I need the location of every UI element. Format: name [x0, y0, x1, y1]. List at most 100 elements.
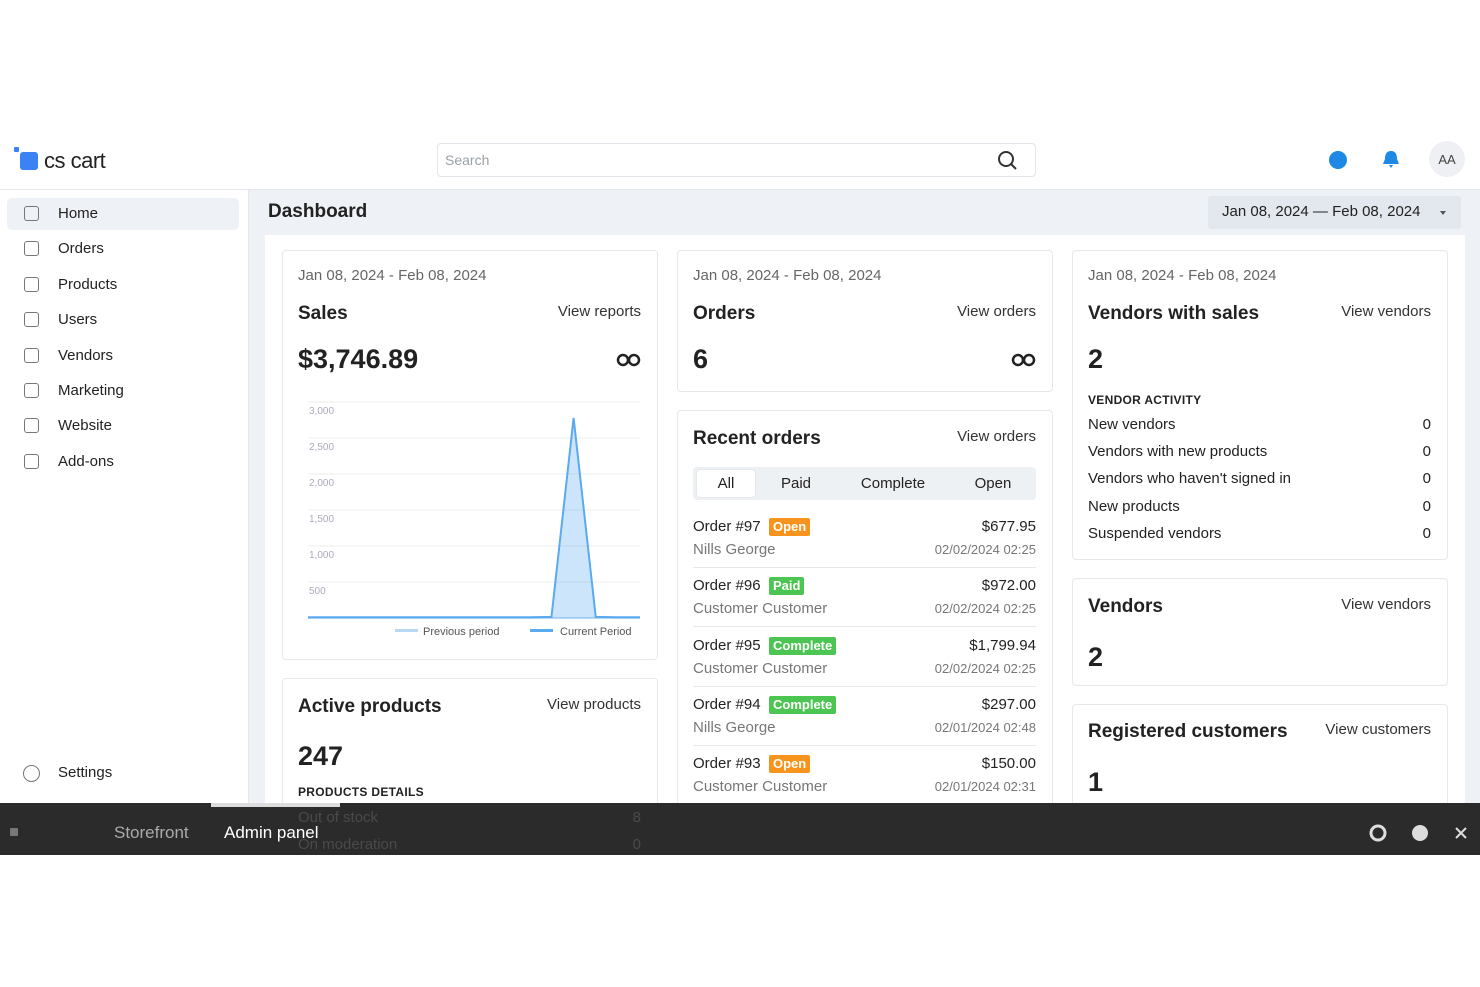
bell-icon: [1383, 151, 1399, 168]
order-separator: [693, 626, 1036, 628]
sidebar-icon: [24, 347, 39, 363]
sidebar-item[interactable]: Vendors: [58, 346, 114, 364]
sidebar-item[interactable]: Marketing: [58, 382, 124, 399]
card-link[interactable]: View customers: [1325, 721, 1431, 738]
date-caret: [1440, 211, 1446, 215]
sidebar-item[interactable]: Products: [58, 275, 118, 293]
y-tick-label: 1,500: [309, 514, 334, 525]
legend-label: Current Period: [560, 626, 632, 638]
detail-label: On moderation: [298, 836, 398, 853]
help-icon: [1412, 825, 1428, 841]
activity-label: New products: [1088, 497, 1180, 515]
logo: cs cart: [44, 148, 106, 173]
order-amount: $1,799.94: [969, 636, 1036, 654]
sidebar-item[interactable]: Home: [58, 205, 99, 222]
sidebar-item[interactable]: Website: [58, 417, 112, 435]
status-badge: Paid: [769, 577, 805, 596]
help-circle: [1329, 151, 1347, 169]
card-link[interactable]: View reports: [557, 303, 641, 320]
card-link[interactable]: View vendors: [1341, 596, 1431, 613]
order-customer: Nills George: [693, 541, 776, 558]
order-number[interactable]: Order #94: [693, 695, 761, 713]
activity-label: Vendors who haven't signed in: [1088, 470, 1292, 488]
tab[interactable]: All: [717, 475, 735, 492]
order-amount: $150.00: [981, 755, 1036, 773]
y-tick-label: 500: [309, 586, 326, 597]
search-handle: [1010, 163, 1017, 170]
infinity-icon: [616, 353, 641, 367]
search-icon: [998, 151, 1017, 170]
card-total: 2: [1088, 642, 1104, 672]
detail-value: 8: [632, 809, 641, 826]
sidebar-icon: [24, 418, 39, 434]
tab[interactable]: Open: [974, 475, 1012, 492]
status-badge: Open: [769, 755, 811, 774]
legend-swatch: [395, 629, 418, 632]
loop: [627, 353, 641, 367]
tab[interactable]: Complete: [860, 475, 926, 492]
avatar-text: AA: [1438, 152, 1456, 167]
sidebar-settings[interactable]: Settings: [58, 764, 113, 781]
card-link[interactable]: View products: [547, 696, 641, 713]
help-icon: [1329, 151, 1347, 169]
sidebar-item[interactable]: Add-ons: [58, 452, 114, 470]
detail-label: Out of stock: [298, 809, 379, 826]
search-placeholder: Search: [445, 152, 490, 168]
card-title: Active products: [298, 696, 442, 717]
activity-value: 0: [1422, 443, 1431, 461]
bell: [1383, 151, 1399, 168]
loop: [1022, 353, 1036, 367]
sidebar-icon: [24, 206, 39, 221]
bar-icon: [10, 828, 18, 836]
y-tick-label: 1,000: [309, 550, 334, 561]
infinity-icon: [1011, 353, 1036, 367]
card: [1072, 250, 1448, 560]
order-number[interactable]: Order #95: [693, 636, 761, 654]
loop: [1011, 353, 1025, 367]
card-total: 6: [693, 344, 709, 374]
order-separator: [693, 567, 1036, 568]
logo-dot: [14, 147, 19, 152]
logo-icon: [20, 152, 38, 170]
gear-icon: [1369, 824, 1387, 842]
card: [282, 250, 658, 660]
status-badge: Complete: [769, 695, 837, 714]
tab[interactable]: Paid: [780, 475, 812, 492]
card-link[interactable]: View orders: [957, 303, 1036, 320]
bottom-bar: [0, 803, 1480, 855]
date-button[interactable]: [1208, 196, 1461, 229]
storefront-tab[interactable]: Storefront: [114, 823, 189, 842]
card-period: Jan 08, 2024 - Feb 08, 2024: [298, 267, 487, 284]
legend-swatch: [530, 629, 553, 632]
date-range: Jan 08, 2024 — Feb 08, 2024: [1222, 203, 1421, 220]
close-icon: [1455, 827, 1467, 839]
sidebar-active: [7, 198, 239, 230]
y-tick-label: 3,000: [309, 406, 334, 417]
series-line: [308, 417, 640, 619]
card-title: Recent orders: [693, 428, 821, 449]
sidebar-icon: [24, 383, 39, 398]
order-number[interactable]: Order #96: [693, 577, 761, 595]
settings-icon: [23, 765, 40, 782]
avatar[interactable]: [1429, 141, 1465, 177]
activity-value: 0: [1422, 497, 1431, 515]
order-number[interactable]: Order #93: [693, 755, 761, 773]
sales-chart: 500 1,000 1,500 2,000 2,500 3,000 Previous per…: [308, 401, 640, 638]
order-number[interactable]: Order #97: [693, 518, 761, 535]
sidebar-item[interactable]: Orders: [58, 240, 104, 258]
card-link[interactable]: View vendors: [1341, 303, 1431, 320]
page-title: Dashboard: [268, 201, 368, 222]
admin-panel-tab[interactable]: Admin panel: [224, 823, 319, 842]
order-date: 02/02/2024 02:25: [934, 660, 1036, 676]
search-circle: [998, 151, 1014, 167]
search-box[interactable]: [437, 143, 1036, 177]
order-date: 02/02/2024 02:25: [934, 601, 1036, 617]
tab-active: [697, 470, 755, 497]
card-title: Orders: [693, 303, 756, 324]
sidebar-item[interactable]: Users: [58, 311, 98, 329]
card-link[interactable]: View orders: [957, 428, 1036, 445]
order-date: 02/02/2024 02:25: [934, 542, 1036, 557]
order-customer: Customer Customer: [693, 778, 828, 796]
order-date: 02/01/2024 02:48: [934, 719, 1036, 735]
loop: [616, 353, 630, 367]
